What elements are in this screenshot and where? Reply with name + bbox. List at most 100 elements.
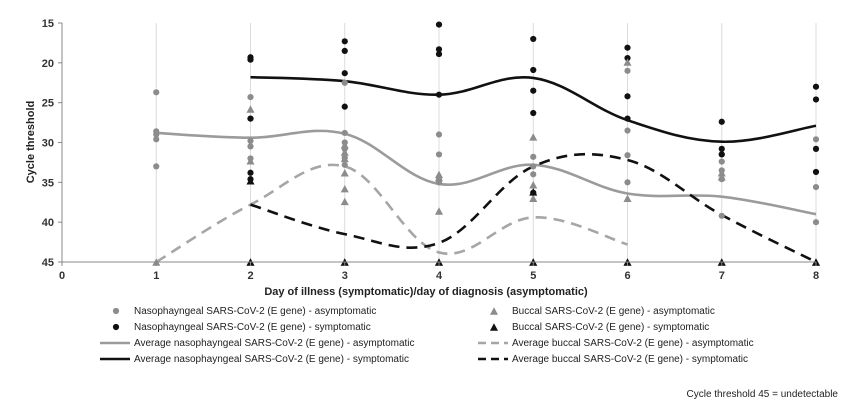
series-3-point-0 [246,177,255,185]
series-2-point-1 [246,105,255,113]
series-1-point-25 [812,83,820,90]
series-2-point-16 [529,181,538,189]
series-1-point-7 [341,70,348,77]
series-1-point-13 [530,35,537,43]
series-0-point-20 [530,153,537,160]
y-axis-title: Cycle threshold [25,101,37,184]
undetectable-note: Cycle threshold 45 = undetectable [686,389,839,400]
series-1-point-19 [624,54,631,62]
series-1-point-10 [435,46,443,53]
series-1-point-5 [341,38,348,45]
series-2-point-5 [340,148,349,156]
series-2-point-15 [529,133,538,141]
series-0-point-32 [812,136,820,143]
series-2-point-8 [340,184,349,193]
series-0-point-26 [624,179,631,186]
legend-label-6: Average buccal SARS-CoV-2 (E gene) - asy… [512,338,754,349]
series-1-point-15 [530,87,537,94]
series-0-point-2 [153,131,160,138]
series-2-point-9 [340,197,349,206]
series-2-point-23 [717,173,726,181]
legend-label-7: Average buccal SARS-CoV-2 (E gene) - sym… [512,354,748,365]
legend-label-2: Buccal SARS-CoV-2 (E gene) - asymptomati… [512,306,715,317]
series-0-point-22 [530,171,537,178]
series-1-point-24 [718,151,725,158]
series-0-point-10 [341,79,348,86]
series-0-point-11 [341,129,348,137]
legend-swatch-0 [112,307,120,315]
y-tick-label-20: 20 [42,58,54,70]
x-tick-label-2: 2 [247,270,253,282]
series-1-point-26 [812,96,820,103]
legend-label-1: Nasophayngeal SARS-CoV-2 (E gene) - symp… [134,322,371,333]
x-tick-label-0: 0 [59,270,65,282]
series-1-point-9 [435,21,443,28]
series-0-point-4 [153,163,160,170]
legend-swatch-1 [112,323,120,331]
series-1-point-2 [247,115,254,122]
y-tick-label-40: 40 [42,217,54,229]
average-lines [155,75,817,264]
series-1-point-6 [341,47,348,54]
y-tick-label-45: 45 [42,257,54,269]
series-1-point-27 [812,145,820,152]
y-tick-label-30: 30 [42,138,54,150]
series-1-point-14 [530,66,537,74]
y-tick-label-15: 15 [42,18,54,30]
series-2-point-4 [340,141,349,149]
series-2-point-2 [246,157,255,165]
series-3-point-4 [529,188,538,196]
x-tick-label-6: 6 [624,270,630,282]
series-1-point-1 [247,56,254,63]
x-tick-label-5: 5 [530,270,536,282]
series-0-point-34 [812,219,820,226]
series-0-point-7 [247,137,254,145]
series-1-point-23 [718,145,725,152]
series-0-point-23 [624,67,631,74]
series-0-point-0 [153,89,160,96]
series-0-point-24 [624,127,631,134]
series-1-point-18 [624,44,631,51]
x-tick-label-1: 1 [153,270,159,282]
series-1-point-12 [435,91,443,98]
series-0-point-33 [812,184,820,191]
data-points [152,21,821,266]
legend-label-5: Average nasophayngeal SARS-CoV-2 (E gene… [134,354,409,365]
series-2-point-22 [717,169,726,177]
x-axis-title: Day of illness (symptomatic)/day of diag… [264,286,588,298]
legend-label-0: Nasophayngeal SARS-CoV-2 (E gene) - asym… [134,306,376,317]
series-2-point-20 [623,194,632,202]
series-0-point-21 [530,163,537,170]
series-1-point-22 [718,118,725,125]
series-0-point-15 [341,161,348,168]
series-0-point-25 [624,152,631,159]
series-0-point-3 [153,136,160,143]
series-0-point-8 [247,143,254,150]
series-2-point-19 [623,58,632,66]
series-2-point-17 [529,194,538,202]
y-tick-label-35: 35 [42,177,54,189]
legend-label-3: Buccal SARS-CoV-2 (E gene) - symptomatic [512,322,709,333]
series-1-point-8 [341,103,348,110]
series-0-point-16 [435,131,443,138]
x-tick-label-8: 8 [813,270,819,282]
series-2-point-12 [434,173,444,182]
x-tick-label-7: 7 [719,270,725,282]
series-line-4 [156,129,817,216]
series-1-point-28 [812,168,820,176]
series-0-point-5 [247,93,254,101]
series-line-6 [155,163,628,264]
legend-label-4: Average nasophayngeal SARS-CoV-2 (E gene… [134,338,415,349]
series-1-point-16 [530,109,537,117]
y-tick-label-25: 25 [42,98,54,110]
series-0-point-28 [718,158,725,165]
series-1-point-21 [624,115,631,122]
series-2-point-13 [434,207,444,215]
series-1-point-3 [247,169,254,176]
series-1-point-20 [624,93,631,100]
series-0-point-31 [718,212,725,219]
legend-swatch-2 [489,307,499,315]
legend-swatch-3 [489,323,499,331]
series-0-point-17 [435,151,443,158]
